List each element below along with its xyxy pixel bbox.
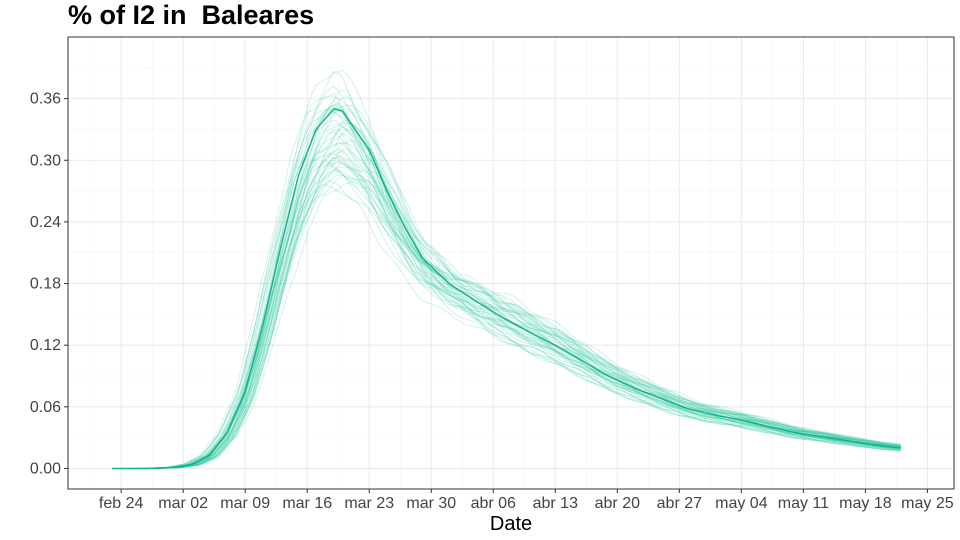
ensemble-line (112, 160, 901, 469)
ensemble-line (112, 129, 901, 469)
ensemble-line (112, 157, 901, 469)
ensemble-line (112, 148, 901, 469)
ensemble-line (112, 170, 901, 469)
ensemble-line (112, 69, 901, 469)
main-series (112, 108, 901, 470)
ensemble-line (112, 183, 901, 469)
x-tick-label: may 11 (778, 495, 829, 512)
x-tick-label: abr 20 (595, 495, 640, 512)
ensemble-line (112, 102, 901, 469)
ensemble-line (112, 119, 901, 469)
main-series-line (112, 108, 901, 470)
ensemble-line (112, 161, 901, 469)
ensemble-line (112, 174, 901, 469)
x-tick-label: mar 02 (158, 495, 208, 512)
ensemble-line (112, 181, 901, 469)
y-tick-label: 0.18 (30, 276, 61, 293)
ensemble-line (112, 122, 901, 469)
x-tick-label: mar 30 (406, 495, 456, 512)
ensemble-line (112, 126, 901, 469)
plot-background (68, 37, 954, 489)
x-tick-label: may 25 (901, 495, 954, 512)
chart-title: % of I2 in Baleares (68, 0, 315, 30)
x-tick-label: may 18 (839, 495, 892, 512)
x-tick-label: mar 09 (220, 495, 270, 512)
x-tick-label: abr 13 (533, 495, 578, 512)
x-tick-label: abr 06 (471, 495, 516, 512)
ensemble-line (112, 149, 901, 469)
ensemble-line (112, 174, 901, 469)
x-axis-title: Date (490, 513, 532, 535)
y-tick-label: 0.00 (30, 460, 61, 477)
y-tick-label: 0.30 (30, 152, 61, 169)
y-tick-label: 0.12 (30, 337, 61, 354)
ensemble-line (112, 166, 901, 469)
x-tick-label: feb 24 (99, 495, 144, 512)
ensemble-line (112, 133, 901, 469)
ensemble-line (112, 129, 901, 469)
axis-ticks: feb 24 mar 02 mar 09 mar 16 mar 23 mar 30 abr … (30, 91, 954, 512)
ensemble-line (112, 96, 901, 469)
ensemble-line (112, 109, 901, 469)
ensemble-line (112, 169, 901, 469)
ensemble-line (112, 104, 901, 469)
ensemble-line (112, 156, 901, 469)
x-tick-label: mar 23 (344, 495, 394, 512)
ensemble-line (112, 123, 901, 469)
grid (68, 37, 954, 489)
ensemble-line (112, 107, 901, 469)
ensemble-line (112, 142, 901, 469)
ensemble-line (112, 71, 901, 469)
ensemble-line (112, 141, 901, 469)
ensemble-line (112, 155, 901, 469)
y-tick-label: 0.36 (30, 91, 61, 108)
y-tick-label: 0.06 (30, 399, 61, 416)
x-tick-label: may 04 (715, 495, 768, 512)
y-tick-label: 0.24 (30, 214, 61, 231)
plot-border (67, 36, 955, 490)
ensemble-line (112, 107, 901, 469)
ensemble-line (112, 150, 901, 469)
x-tick-label: abr 27 (657, 495, 702, 512)
ensemble-line (112, 100, 901, 469)
x-tick-label: mar 16 (282, 495, 332, 512)
ensemble-line (112, 89, 901, 469)
ensemble-line (112, 105, 901, 469)
ensemble-line (112, 93, 901, 469)
ensemble-line (112, 109, 901, 469)
ensemble-line (112, 130, 901, 469)
ensemble-line (112, 119, 901, 469)
ensemble-line (112, 122, 901, 469)
ensemble-line (112, 104, 901, 469)
